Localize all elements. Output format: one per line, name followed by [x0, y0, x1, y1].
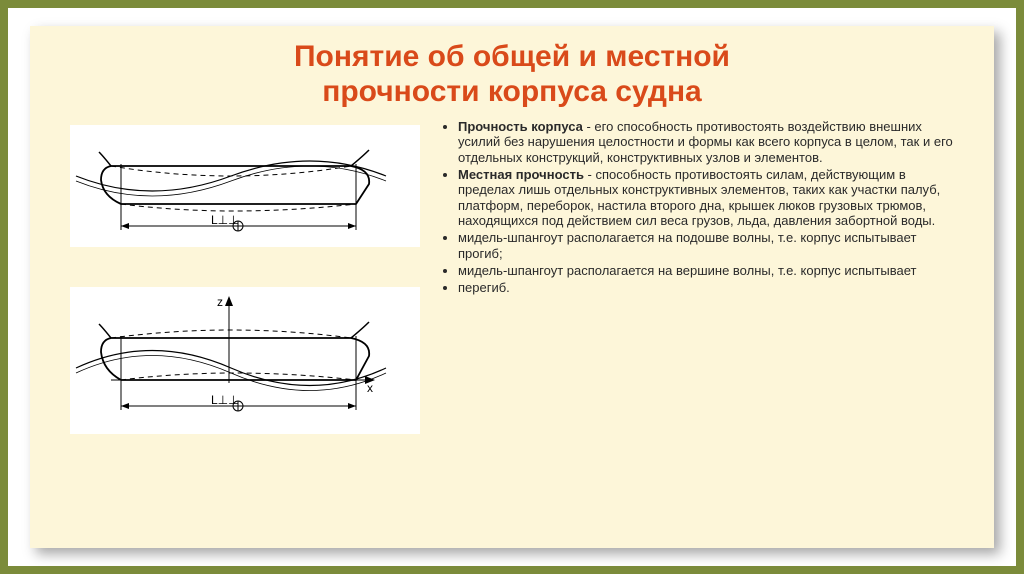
bullet-item: мидель-шпангоут располагается на вершине… [458, 263, 954, 278]
left-column: L⊥⊥ z x [70, 115, 420, 474]
columns: L⊥⊥ z x [70, 115, 954, 474]
bullet-item: Прочность корпуса - его способность прот… [458, 119, 954, 165]
title-line2: прочности корпуса судна [322, 75, 702, 108]
diagram-sag: L⊥⊥ [70, 125, 420, 247]
axis-z-label: z [217, 295, 223, 309]
title-line1: Понятие об общей и местной [294, 40, 730, 73]
bullet-rest: перегиб. [458, 280, 510, 295]
slide-title: Понятие об общей и местной прочности кор… [70, 40, 954, 109]
bullet-bold: Местная прочность [458, 167, 584, 182]
bullet-list: Прочность корпуса - его способность прот… [440, 119, 954, 296]
right-column: Прочность корпуса - его способность прот… [440, 115, 954, 474]
dim-label-L-2: L⊥⊥ [211, 393, 239, 407]
bullet-item: перегиб. [458, 280, 954, 295]
dim-label-L-1: L⊥⊥ [211, 213, 239, 227]
slide: Понятие об общей и местной прочности кор… [30, 26, 994, 548]
bullet-item: мидель-шпангоут располагается на подошве… [458, 230, 954, 261]
diagram-hog: z x [70, 287, 420, 434]
bullet-rest: мидель-шпангоут располагается на подошве… [458, 230, 916, 260]
outer-frame: Понятие об общей и местной прочности кор… [0, 0, 1024, 574]
bullet-item: Местная прочность - способность противос… [458, 167, 954, 228]
axis-x-label: x [367, 381, 373, 395]
bullet-bold: Прочность корпуса [458, 119, 583, 134]
bullet-rest: мидель-шпангоут располагается на вершине… [458, 263, 917, 278]
